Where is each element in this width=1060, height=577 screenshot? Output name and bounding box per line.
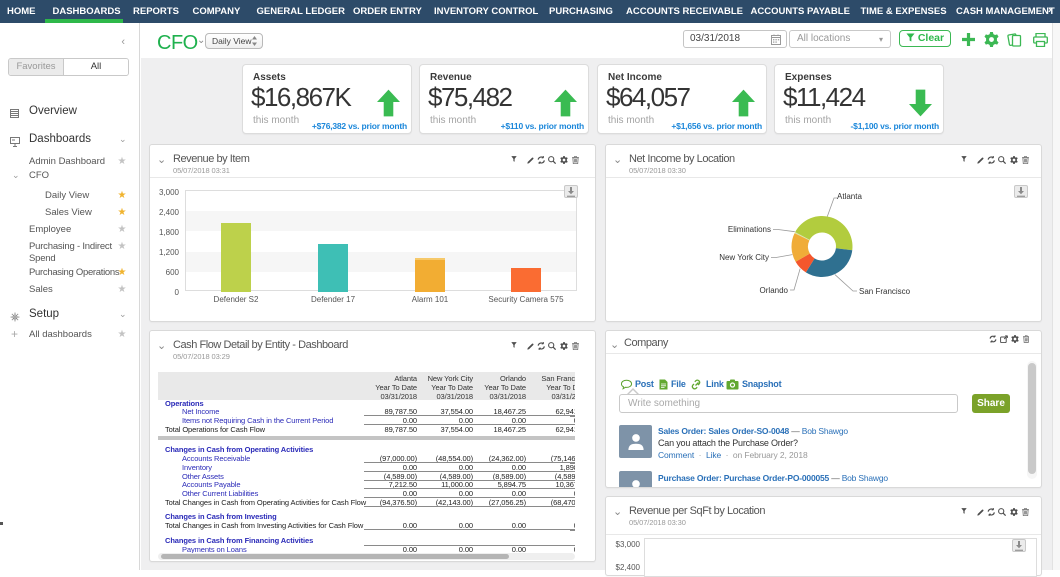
svg-text:Atlanta: Atlanta xyxy=(837,192,862,201)
svg-text:Orlando: Orlando xyxy=(760,286,789,295)
svg-text:San Francisco: San Francisco xyxy=(859,287,911,296)
svg-text:Eliminations: Eliminations xyxy=(728,225,771,234)
svg-text:New York City: New York City xyxy=(719,253,769,262)
